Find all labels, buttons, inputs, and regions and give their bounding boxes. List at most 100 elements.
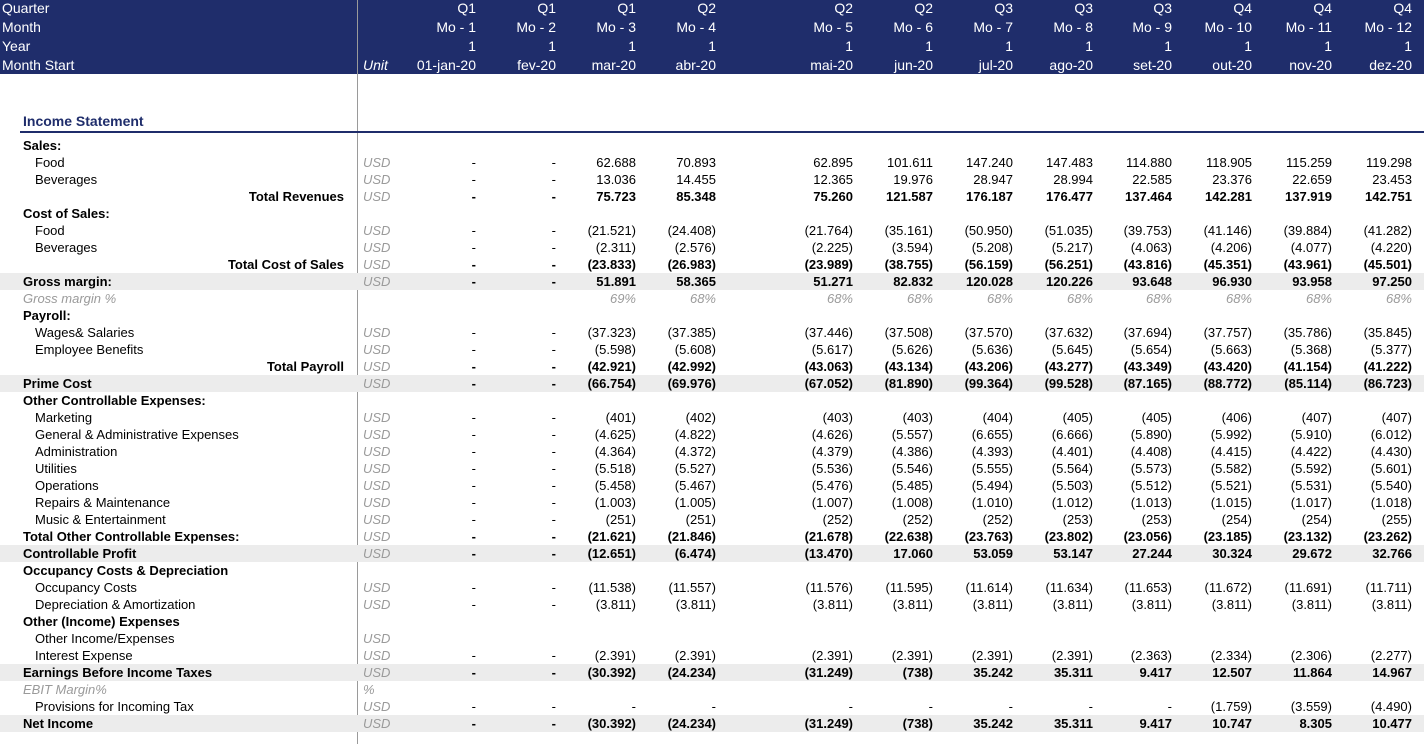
row-value-month-5: (37.446) — [804, 325, 853, 340]
row-value-month-5: (1.007) — [811, 495, 853, 510]
header-month-start-11: nov-20 — [1289, 57, 1332, 73]
row-value-month-6: (4.386) — [891, 444, 933, 459]
row-value-month-5: (31.249) — [804, 716, 853, 731]
row-label: Cost of Sales: — [23, 206, 110, 221]
row-value-month-8: (37.632) — [1044, 325, 1093, 340]
row-label: Net Income — [23, 716, 94, 731]
row-unit: USD — [363, 274, 391, 289]
header-quarter-9: Q3 — [1153, 0, 1172, 16]
row-value-month-2: - — [551, 189, 556, 204]
row-unit: USD — [363, 699, 391, 714]
row-value-month-3: 69% — [609, 291, 636, 306]
row-label: Provisions for Incoming Tax — [35, 699, 194, 714]
row-value-month-10: (5.663) — [1210, 342, 1252, 357]
row-value-month-7: (3.811) — [972, 597, 1013, 612]
header-band: Quarter Q1 Q1 Q1 Q2 Q2 Q2 Q3 Q3 Q3 Q4 Q4 Q4 Month M… — [0, 0, 1424, 74]
row-value-month-3: (21.521) — [587, 223, 636, 238]
row-value-month-1: - — [471, 427, 476, 442]
row-value-month-4: (4.822) — [674, 427, 716, 442]
row-value-month-6: (2.391) — [891, 648, 933, 663]
row-unit: USD — [363, 155, 391, 170]
table-row: Beverages USD - - 13.036 14.455 12.365 19.976 28… — [0, 171, 1424, 188]
row-label: Music & Entertainment — [35, 512, 166, 527]
table-row: Provisions for Incoming Tax USD - - - - - - - - - (… — [0, 698, 1424, 715]
row-value-month-2: - — [551, 410, 556, 425]
row-value-month-8: (405) — [1062, 410, 1093, 425]
row-value-month-1: - — [471, 410, 476, 425]
header-year-2: 1 — [548, 38, 556, 54]
row-value-month-6: (738) — [902, 665, 933, 680]
row-value-month-6: - — [928, 699, 933, 714]
row-value-month-5: (3.811) — [812, 597, 853, 612]
row-label: Interest Expense — [35, 648, 133, 663]
row-value-month-2: - — [551, 699, 556, 714]
row-value-month-2: - — [551, 512, 556, 527]
row-value-month-10: (88.772) — [1203, 376, 1252, 391]
row-value-month-11: (254) — [1301, 512, 1332, 527]
table-row: Operations USD - - (5.458) (5.467) (5.476) (5.4… — [0, 477, 1424, 494]
row-value-month-4: (5.527) — [674, 461, 716, 476]
row-value-month-11: 137.919 — [1285, 189, 1332, 204]
row-value-month-10: (2.334) — [1210, 648, 1252, 663]
row-value-month-5: (67.052) — [804, 376, 853, 391]
row-value-month-8: 35.311 — [1053, 716, 1093, 731]
row-value-month-7: (5.494) — [971, 478, 1013, 493]
row-value-month-4: 68% — [689, 291, 716, 306]
row-value-month-9: 9.417 — [1139, 665, 1172, 680]
row-unit: USD — [363, 580, 391, 595]
row-value-month-10: 68% — [1225, 291, 1252, 306]
header-year-5: 1 — [845, 38, 853, 54]
row-label: Other (Income) Expenses — [23, 614, 180, 629]
row-value-month-10: (11.672) — [1204, 580, 1252, 595]
row-value-month-4: (24.234) — [667, 716, 716, 731]
table-row: Food USD - - 62.688 70.893 62.895 101.611 147.24… — [0, 154, 1424, 171]
table-row: Other Controllable Expenses: — [0, 392, 1424, 409]
row-value-month-5: (5.536) — [811, 461, 853, 476]
table-row: Wages& Salaries USD - - (37.323) (37.385) (37.… — [0, 324, 1424, 341]
row-value-month-12: (23.262) — [1363, 529, 1412, 544]
row-label: Marketing — [35, 410, 93, 425]
row-value-month-2: - — [551, 444, 556, 459]
table-row: EBIT Margin%% — [0, 681, 1424, 698]
row-value-month-3: (30.392) — [587, 665, 636, 680]
header-year-8: 1 — [1085, 38, 1093, 54]
row-value-month-7: (50.950) — [964, 223, 1013, 238]
row-unit: USD — [363, 325, 391, 340]
row-value-month-1: - — [471, 699, 476, 714]
row-value-month-10: (1.759) — [1210, 699, 1252, 714]
row-value-month-1: - — [471, 716, 476, 731]
row-value-month-2: - — [551, 648, 556, 663]
row-value-month-11: (407) — [1301, 410, 1332, 425]
row-value-month-5: (2.225) — [811, 240, 853, 255]
row-value-month-7: 35.242 — [973, 716, 1013, 731]
table-row: Beverages USD - - (2.311) (2.576) (2.225) (3.59… — [0, 239, 1424, 256]
row-value-month-3: (401) — [605, 410, 636, 425]
header-month-9: Mo - 9 — [1132, 19, 1172, 35]
row-value-month-3: 13.036 — [596, 172, 636, 187]
row-value-month-11: 11.864 — [1292, 665, 1332, 680]
row-value-month-11: (41.154) — [1283, 359, 1332, 374]
row-value-month-2: - — [551, 597, 556, 612]
row-value-month-7: (6.655) — [971, 427, 1013, 442]
row-value-month-1: - — [471, 342, 476, 357]
table-row: Employee Benefits USD - - (5.598) (5.608) (5.6… — [0, 341, 1424, 358]
header-quarter-2: Q1 — [537, 0, 556, 16]
row-value-month-2: - — [551, 240, 556, 255]
row-unit: USD — [363, 597, 391, 612]
row-value-month-11: (5.592) — [1290, 461, 1332, 476]
row-value-month-4: (5.608) — [674, 342, 716, 357]
row-value-month-1: - — [471, 461, 476, 476]
row-value-month-6: (43.134) — [884, 359, 933, 374]
table-row: Occupancy Costs & Depreciation — [0, 562, 1424, 579]
row-value-month-8: (56.251) — [1044, 257, 1093, 272]
table-row: Sales: — [0, 137, 1424, 154]
row-value-month-12: (4.490) — [1370, 699, 1412, 714]
header-month-2: Mo - 2 — [516, 19, 556, 35]
row-value-month-1: - — [471, 172, 476, 187]
header-year-9: 1 — [1164, 38, 1172, 54]
row-value-month-11: 68% — [1305, 291, 1332, 306]
row-value-month-2: - — [551, 495, 556, 510]
row-value-month-12: (11.711) — [1365, 580, 1413, 595]
row-label: Administration — [35, 444, 118, 459]
row-value-month-9: (23.056) — [1123, 529, 1172, 544]
